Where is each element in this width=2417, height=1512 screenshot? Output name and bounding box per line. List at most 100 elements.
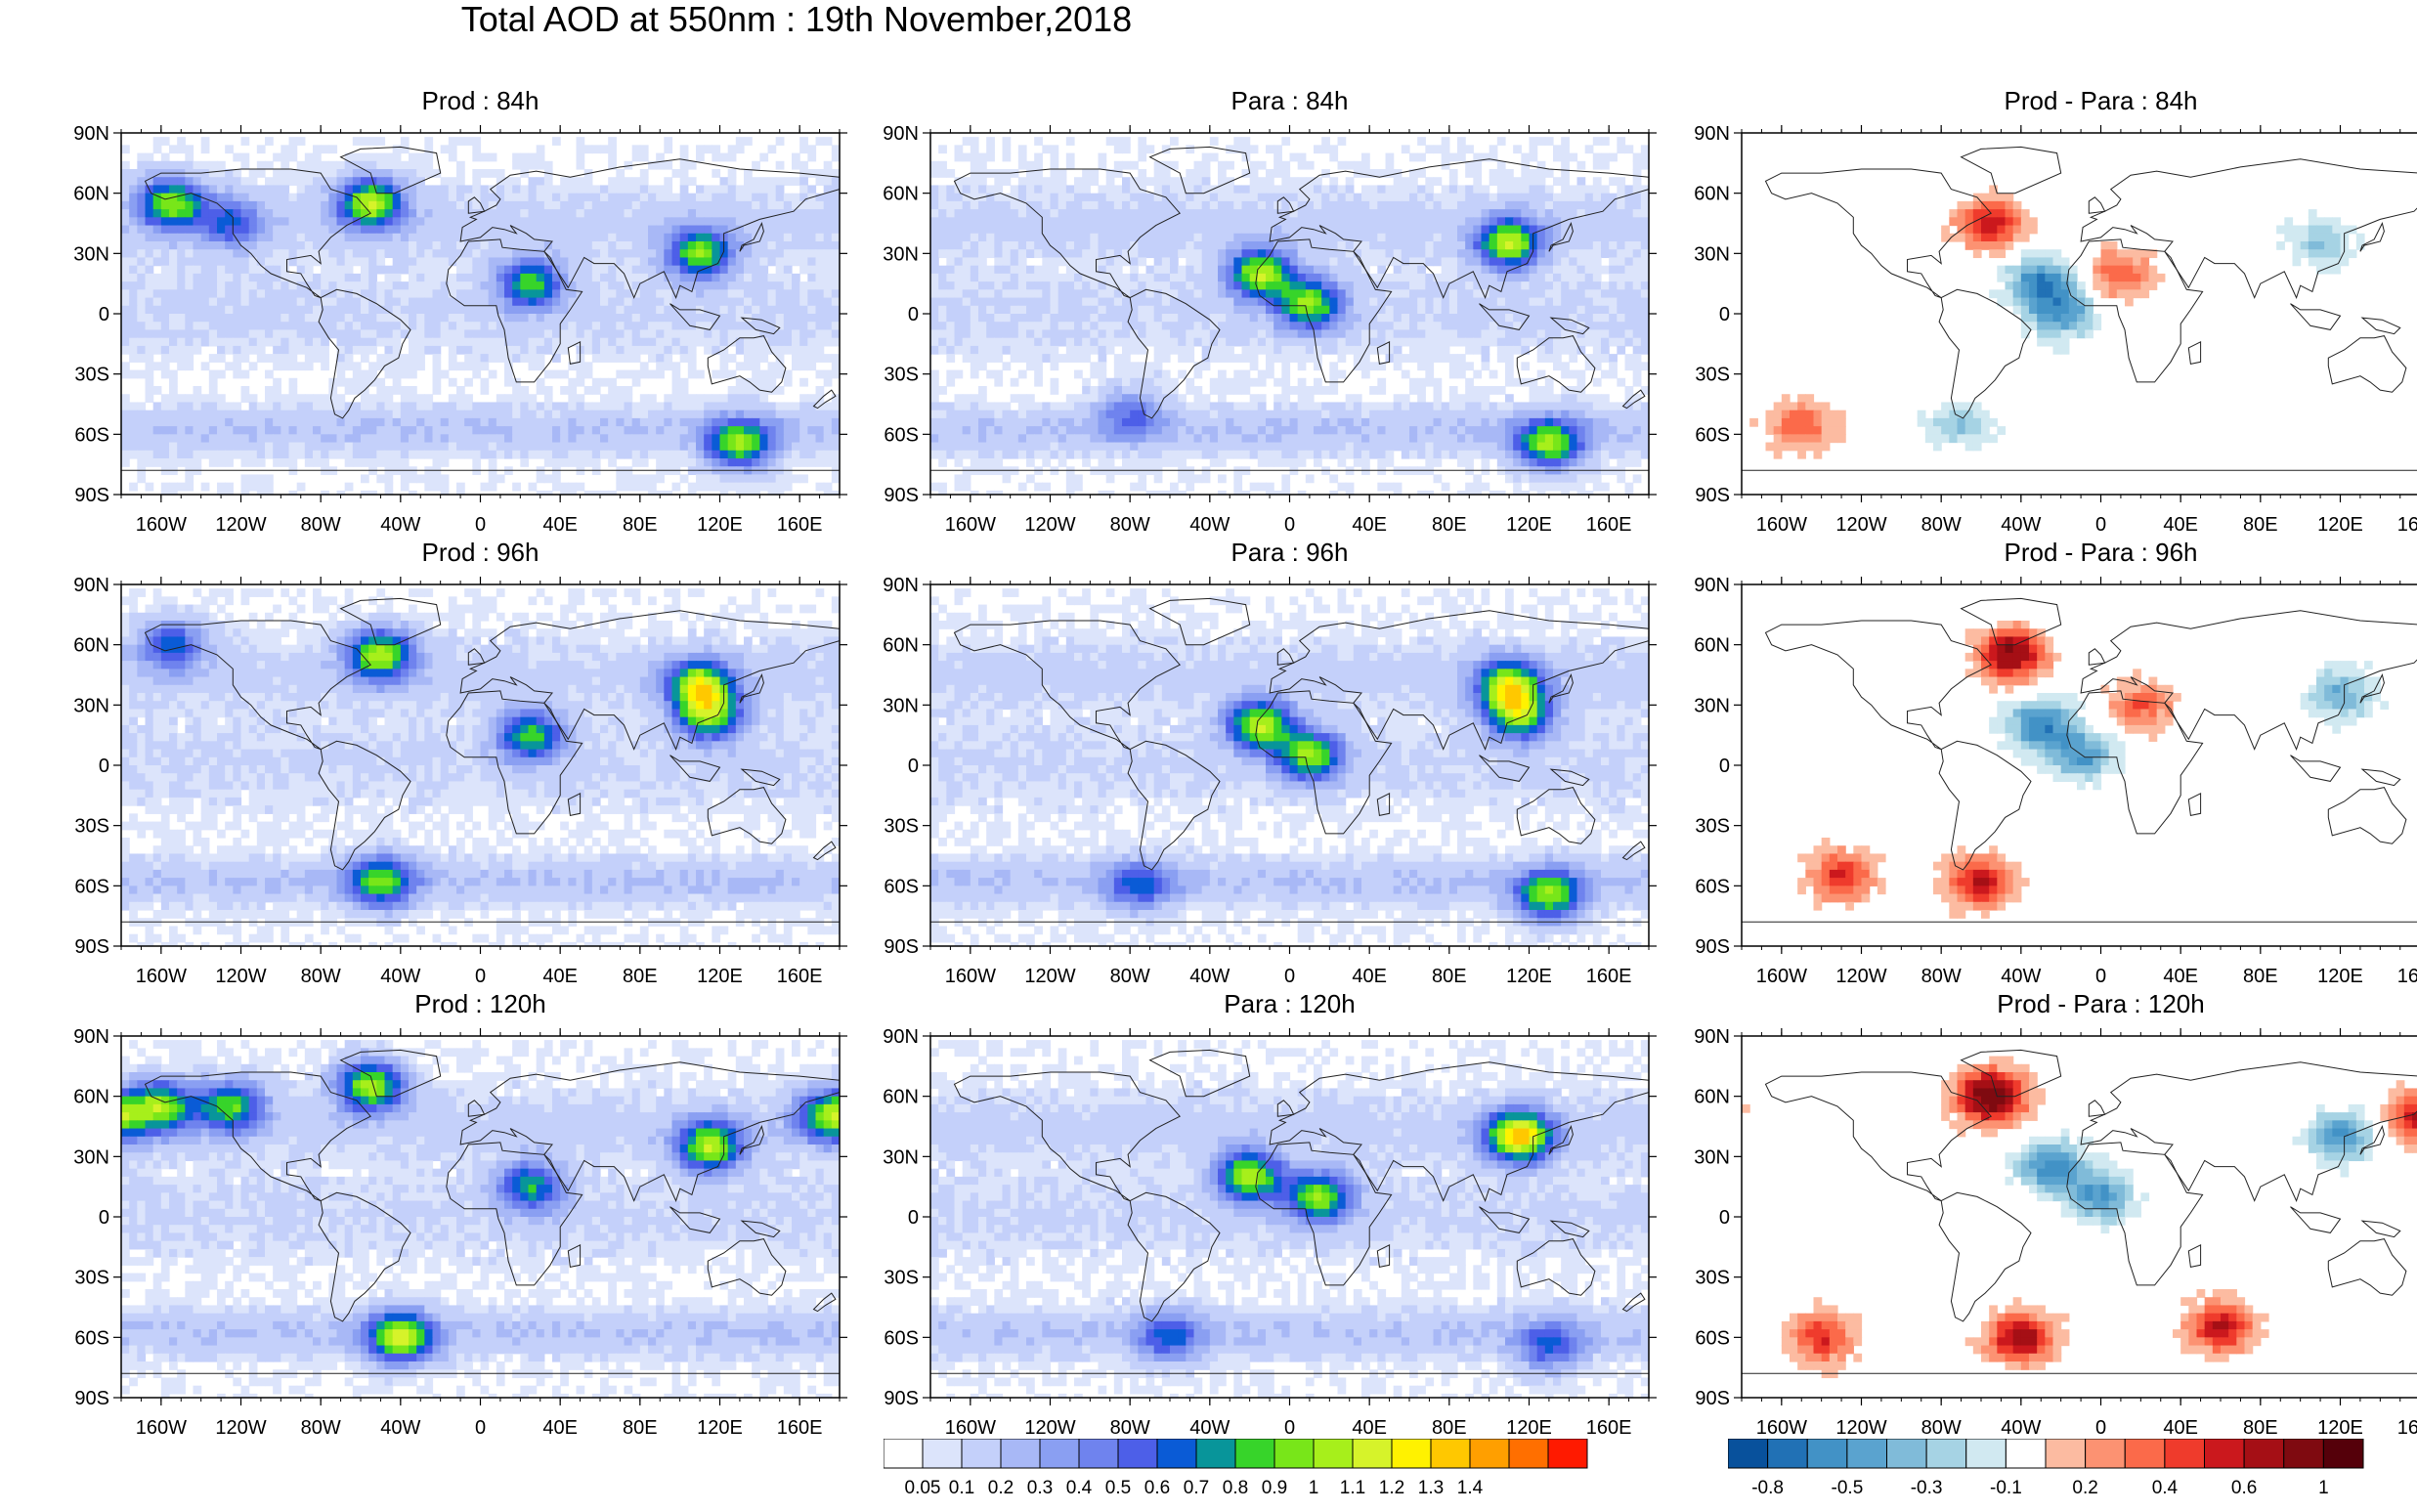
longitude-tick-label: 160W xyxy=(1756,966,1807,987)
latitude-tick-label: 90N xyxy=(1694,575,1730,596)
longitude-tick-label: 40E xyxy=(2163,514,2198,536)
latitude-tick-label: 60N xyxy=(73,184,109,205)
longitude-tick-label: 160W xyxy=(136,514,187,536)
longitude-tick-label: 40E xyxy=(2163,1417,2198,1439)
colorbar-swatch xyxy=(1353,1439,1392,1468)
colorbar-swatch xyxy=(1001,1439,1040,1468)
colorbar-label: 0.8 xyxy=(1223,1478,1248,1498)
longitude-tick-label: 160E xyxy=(2397,966,2417,987)
latitude-tick-label: 30S xyxy=(1695,816,1730,838)
latitude-tick-label: 0 xyxy=(1719,1207,1730,1229)
colorbar-swatch xyxy=(1926,1439,1966,1468)
latitude-tick-label: 30S xyxy=(884,816,919,838)
latitude-tick-label: 60N xyxy=(1694,635,1730,657)
longitude-tick-label: 80W xyxy=(1110,514,1150,536)
longitude-tick-label: 80W xyxy=(301,1417,341,1439)
longitude-tick-label: 80E xyxy=(2243,514,2278,536)
longitude-tick-label: 120W xyxy=(1835,514,1886,536)
colorbar-swatch xyxy=(2046,1439,2086,1468)
longitude-tick-label: 160E xyxy=(777,1417,823,1439)
longitude-tick-label: 120E xyxy=(697,1417,743,1439)
latitude-tick-label: 30N xyxy=(883,695,919,716)
colorbar-swatch xyxy=(2284,1439,2324,1468)
longitude-tick-label: 80W xyxy=(1921,966,1962,987)
colorbar-swatch xyxy=(884,1439,923,1468)
latitude-tick-label: 90N xyxy=(883,123,919,145)
colorbar-label: 0.9 xyxy=(1262,1478,1287,1498)
longitude-tick-label: 40E xyxy=(542,1417,578,1439)
longitude-tick-label: 80W xyxy=(1110,1417,1150,1439)
longitude-tick-label: 40W xyxy=(380,514,420,536)
colorbar-label: 0.05 xyxy=(905,1478,941,1498)
longitude-tick-label: 0 xyxy=(475,966,486,987)
colorbar-swatch xyxy=(2125,1439,2165,1468)
colorbar-swatch xyxy=(1807,1439,1847,1468)
longitude-tick-label: 80W xyxy=(301,514,341,536)
colorbar-label: 0.3 xyxy=(1027,1478,1053,1498)
longitude-tick-label: 120E xyxy=(697,514,743,536)
longitude-tick-label: 160E xyxy=(777,966,823,987)
field-layer xyxy=(1742,584,2417,946)
longitude-tick-label: 40W xyxy=(380,966,420,987)
longitude-tick-label: 80E xyxy=(2243,1417,2278,1439)
longitude-tick-label: 120W xyxy=(1835,1417,1886,1439)
longitude-tick-label: 40W xyxy=(2001,1417,2041,1439)
longitude-tick-label: 0 xyxy=(2095,514,2106,536)
colorbar-swatch xyxy=(962,1439,1001,1468)
colorbar-label: 1.2 xyxy=(1379,1478,1404,1498)
longitude-tick-label: 0 xyxy=(2095,966,2106,987)
latitude-tick-label: 60N xyxy=(883,1087,919,1108)
longitude-tick-label: 0 xyxy=(475,514,486,536)
colorbar-swatch xyxy=(2165,1439,2205,1468)
longitude-tick-label: 160W xyxy=(945,1417,996,1439)
latitude-tick-label: 30N xyxy=(883,1146,919,1168)
latitude-tick-label: 60N xyxy=(883,635,919,657)
latitude-tick-label: 30S xyxy=(1695,365,1730,386)
longitude-tick-label: 40W xyxy=(380,1417,420,1439)
longitude-tick-label: 80E xyxy=(2243,966,2278,987)
longitude-tick-label: 40W xyxy=(1189,514,1230,536)
field-layer xyxy=(1742,133,2417,495)
colorbar-label: 0.6 xyxy=(2231,1478,2257,1498)
longitude-tick-label: 160W xyxy=(1756,514,1807,536)
longitude-tick-label: 120W xyxy=(215,514,266,536)
latitude-tick-label: 30N xyxy=(73,1146,109,1168)
colorbar-label: 1.4 xyxy=(1457,1478,1484,1498)
latitude-tick-label: 60S xyxy=(884,1327,919,1349)
latitude-tick-label: 30S xyxy=(74,816,109,838)
colorbar-label: 0.7 xyxy=(1184,1478,1209,1498)
colorbar-label: 1 xyxy=(1309,1478,1319,1498)
longitude-tick-label: 40E xyxy=(1352,966,1387,987)
latitude-tick-label: 90S xyxy=(1695,485,1730,506)
latitude-tick-label: 30S xyxy=(74,1268,109,1289)
colorbar-label: 0.1 xyxy=(949,1478,974,1498)
longitude-tick-label: 0 xyxy=(1284,966,1295,987)
longitude-tick-label: 0 xyxy=(1284,514,1295,536)
longitude-tick-label: 120E xyxy=(2317,514,2363,536)
colorbar-swatch xyxy=(1548,1439,1587,1468)
colorbar-swatch xyxy=(2323,1439,2363,1468)
latitude-tick-label: 0 xyxy=(908,304,919,325)
latitude-tick-label: 30N xyxy=(73,695,109,716)
longitude-tick-label: 40W xyxy=(2001,966,2041,987)
longitude-tick-label: 40E xyxy=(542,966,578,987)
colorbar-label: 0.5 xyxy=(1105,1478,1131,1498)
latitude-tick-label: 90S xyxy=(884,936,919,958)
colorbar-label: 0.4 xyxy=(1066,1478,1093,1498)
longitude-tick-label: 80W xyxy=(1921,514,1962,536)
latitude-tick-label: 30S xyxy=(884,365,919,386)
latitude-tick-label: 60S xyxy=(1695,876,1730,897)
colorbar-swatch xyxy=(1079,1439,1118,1468)
latitude-tick-label: 60N xyxy=(883,184,919,205)
colorbar-swatch xyxy=(2205,1439,2245,1468)
colorbar-swatch xyxy=(2086,1439,2126,1468)
latitude-tick-label: 0 xyxy=(99,304,109,325)
